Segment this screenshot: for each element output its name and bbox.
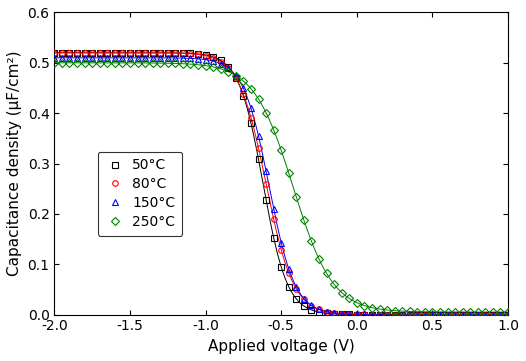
250°C: [505, 310, 511, 314]
80°C: [323, 309, 330, 314]
250°C: [210, 65, 216, 69]
250°C: [444, 310, 451, 314]
150°C: [51, 56, 57, 60]
150°C: [157, 56, 164, 60]
80°C: [142, 51, 148, 55]
Legend: 50°C, 80°C, 150°C, 250°C: 50°C, 80°C, 150°C, 250°C: [98, 152, 183, 236]
Line: 80°C: 80°C: [52, 50, 511, 317]
X-axis label: Applied voltage (V): Applied voltage (V): [208, 339, 355, 354]
150°C: [444, 313, 451, 317]
250°C: [51, 61, 57, 65]
150°C: [323, 310, 330, 314]
Y-axis label: Capacitance density (μF/cm²): Capacitance density (μF/cm²): [7, 51, 22, 276]
50°C: [210, 55, 216, 59]
50°C: [51, 51, 57, 55]
150°C: [505, 313, 511, 317]
50°C: [323, 311, 330, 316]
Line: 50°C: 50°C: [52, 50, 511, 317]
150°C: [210, 59, 216, 63]
Line: 150°C: 150°C: [52, 55, 511, 317]
Line: 250°C: 250°C: [52, 60, 511, 315]
250°C: [157, 61, 164, 65]
150°C: [293, 285, 299, 289]
250°C: [142, 61, 148, 65]
250°C: [293, 195, 299, 199]
80°C: [505, 313, 511, 317]
250°C: [323, 271, 330, 275]
50°C: [142, 51, 148, 55]
50°C: [157, 51, 164, 55]
80°C: [51, 51, 57, 55]
50°C: [505, 313, 511, 317]
80°C: [157, 51, 164, 55]
80°C: [293, 287, 299, 291]
150°C: [142, 56, 148, 60]
50°C: [293, 297, 299, 301]
80°C: [210, 56, 216, 60]
50°C: [444, 313, 451, 317]
80°C: [444, 313, 451, 317]
